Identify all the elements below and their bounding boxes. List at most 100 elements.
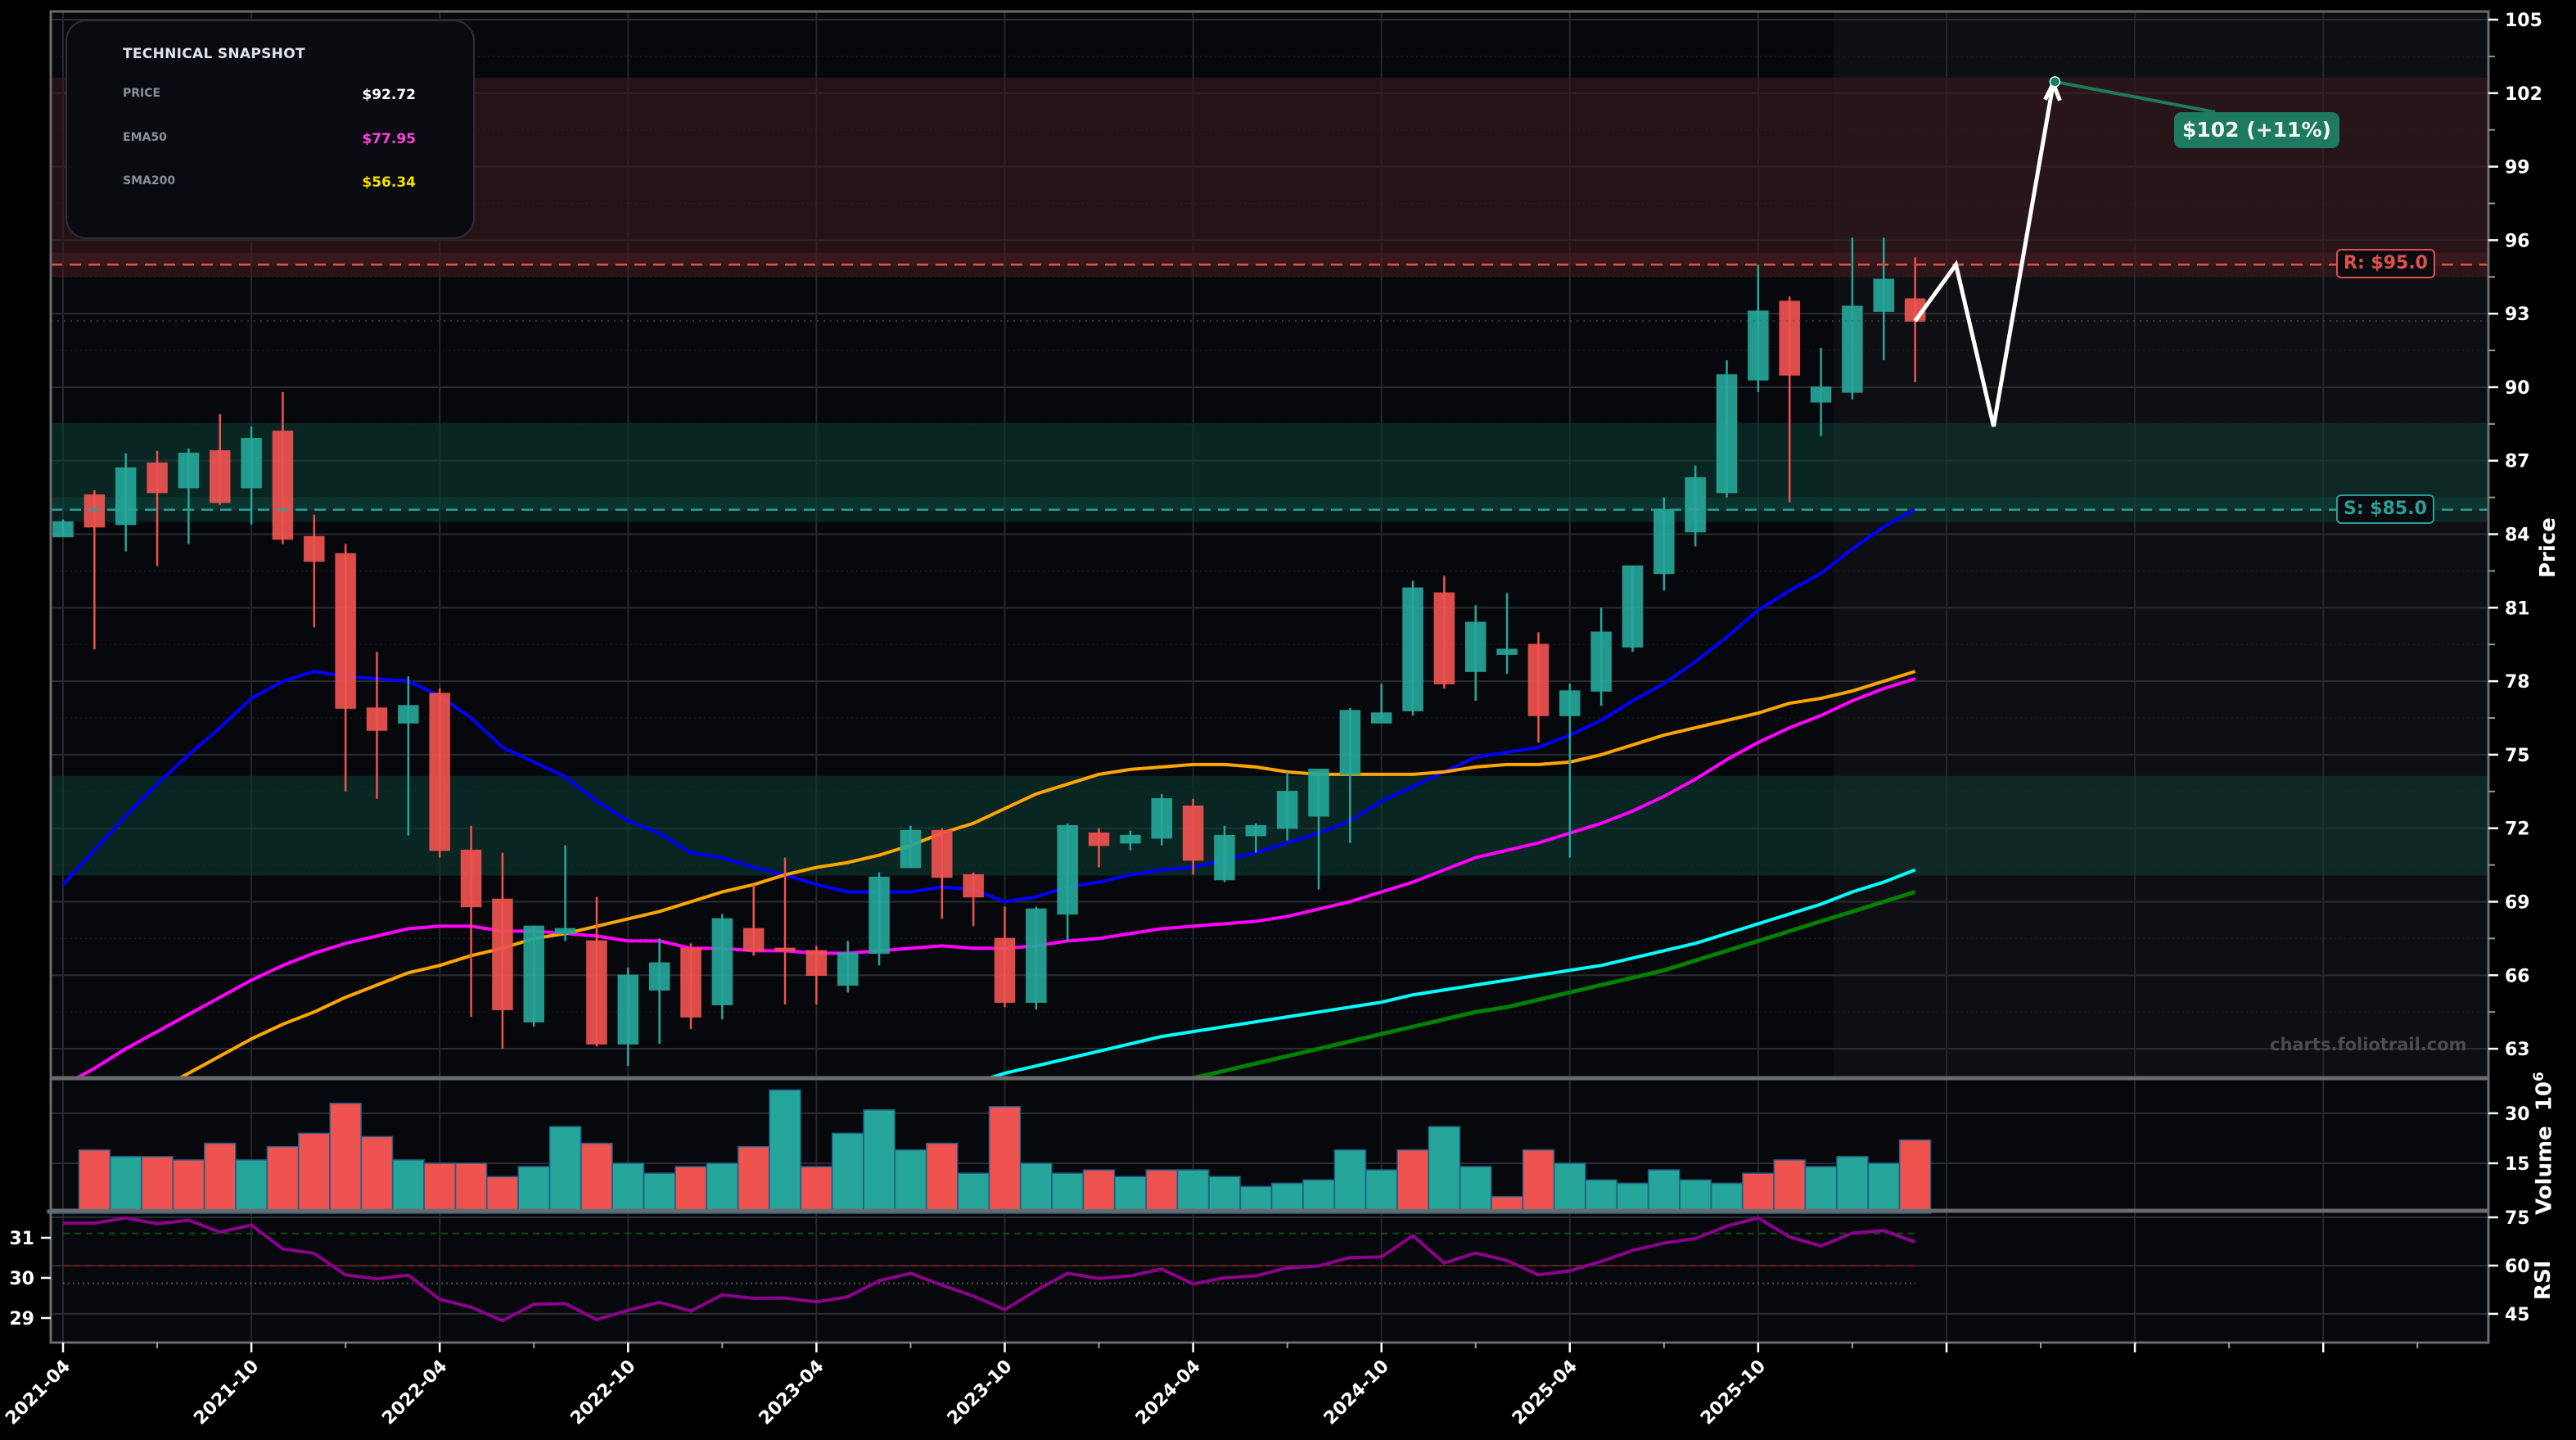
volume-bar	[580, 1142, 613, 1214]
volume-bar	[78, 1149, 111, 1214]
volume-bar	[204, 1142, 237, 1214]
volume-bar	[706, 1162, 739, 1214]
price-tick-label: 66	[2505, 966, 2530, 986]
volume-bar	[674, 1166, 707, 1214]
candle	[1716, 360, 1738, 498]
candle-body	[868, 876, 890, 955]
price-tick-label: 72	[2505, 819, 2530, 840]
candle-body	[900, 829, 922, 869]
candle-body	[1308, 769, 1329, 817]
candle	[963, 872, 984, 927]
candle-body	[1433, 592, 1455, 684]
candle-body	[335, 553, 356, 709]
rsi-left-tick-label: 30	[9, 1269, 34, 1289]
candle-body	[1590, 631, 1612, 692]
time-tick-label: 2025-10	[1697, 1356, 1770, 1429]
candle	[994, 906, 1016, 1008]
candle	[1088, 828, 1110, 868]
panel-frame	[49, 1077, 2490, 1212]
price-target-badge: $102 (+11%)	[2174, 112, 2339, 148]
candle	[586, 896, 607, 1047]
volume-axis-label: Volume	[2532, 1126, 2557, 1215]
candle	[1622, 565, 1644, 652]
candle	[680, 943, 702, 1030]
price-tick-label: 84	[2505, 526, 2530, 546]
candle	[210, 413, 231, 505]
candle	[1308, 769, 1329, 890]
candle-body	[83, 494, 106, 528]
candle	[178, 448, 200, 544]
volume-bar	[1270, 1182, 1304, 1214]
price-value: $92.72	[362, 87, 416, 103]
volume-bar	[832, 1132, 864, 1214]
candle-body	[932, 829, 953, 878]
price-tick-label: 105	[2505, 11, 2542, 31]
candle-body	[492, 898, 513, 1010]
candle	[742, 884, 765, 956]
candle	[1120, 830, 1141, 851]
candle	[335, 544, 356, 792]
candle-body	[1653, 508, 1675, 575]
candle	[711, 914, 733, 1020]
volume-bar	[988, 1106, 1022, 1214]
candle	[1214, 825, 1235, 883]
price-tick-label: 93	[2505, 305, 2530, 325]
ema50-line	[74, 677, 1916, 1077]
price-tick-label: 63	[2505, 1040, 2530, 1060]
volume-bar	[1585, 1179, 1617, 1214]
price-tick-label: 87	[2505, 452, 2530, 472]
candle	[83, 490, 106, 650]
candle	[1339, 708, 1361, 843]
candle-body	[963, 873, 984, 898]
volume-bar	[1302, 1179, 1335, 1214]
candle-body	[1182, 806, 1204, 861]
volume-bar	[454, 1162, 488, 1214]
candle-body	[398, 705, 419, 724]
volume-bar	[1742, 1172, 1775, 1214]
rsi-line	[63, 1216, 1916, 1323]
candle	[1370, 684, 1392, 724]
candle-body	[1245, 824, 1267, 837]
candle	[1433, 576, 1455, 689]
candle-body	[554, 928, 576, 935]
candle-body	[1120, 834, 1141, 844]
time-tick-label: 2023-10	[944, 1356, 1017, 1429]
support-label: S: $85.0	[2336, 494, 2434, 524]
volume-bar	[611, 1162, 645, 1214]
candle-body	[1057, 824, 1078, 915]
candle-body	[1214, 834, 1235, 881]
volume-bar	[423, 1162, 456, 1214]
volume-bar	[360, 1135, 394, 1214]
forecast-arrow	[1913, 83, 2055, 427]
candle-body	[1622, 565, 1644, 648]
ma100-line	[986, 868, 1916, 1077]
panel-frame	[49, 10, 2490, 1079]
volume-bar	[235, 1159, 268, 1214]
price-tick-label: 69	[2505, 892, 2530, 913]
moving-average-lines	[61, 508, 1916, 1077]
price-tick-label: 75	[2505, 746, 2530, 766]
volume-bar	[298, 1132, 331, 1214]
volume-bar	[1365, 1169, 1398, 1214]
candle-body	[617, 974, 639, 1045]
watermark: charts.foliotrail.com	[2270, 1035, 2467, 1054]
candle-body	[1026, 908, 1047, 1003]
volume-bar	[1114, 1176, 1147, 1214]
candle	[52, 519, 74, 538]
sma50-line	[178, 670, 1916, 1077]
candle-body	[742, 928, 765, 952]
candle-body	[586, 940, 607, 1045]
rsi-tick-label: 45	[2505, 1305, 2530, 1325]
support-zone	[50, 422, 2489, 511]
candle-body	[366, 707, 388, 731]
candle-body	[680, 947, 702, 1018]
candle-body	[1402, 587, 1423, 711]
candle-body	[648, 962, 670, 991]
candle	[147, 450, 168, 567]
volume-axis-exponent-sup: 6	[2531, 1072, 2547, 1081]
candle	[241, 426, 262, 525]
candle	[1748, 264, 1769, 392]
candle-body	[711, 918, 733, 1005]
snapshot-title: TECHNICAL SNAPSHOT	[123, 46, 305, 62]
candle-body	[1685, 476, 1706, 533]
